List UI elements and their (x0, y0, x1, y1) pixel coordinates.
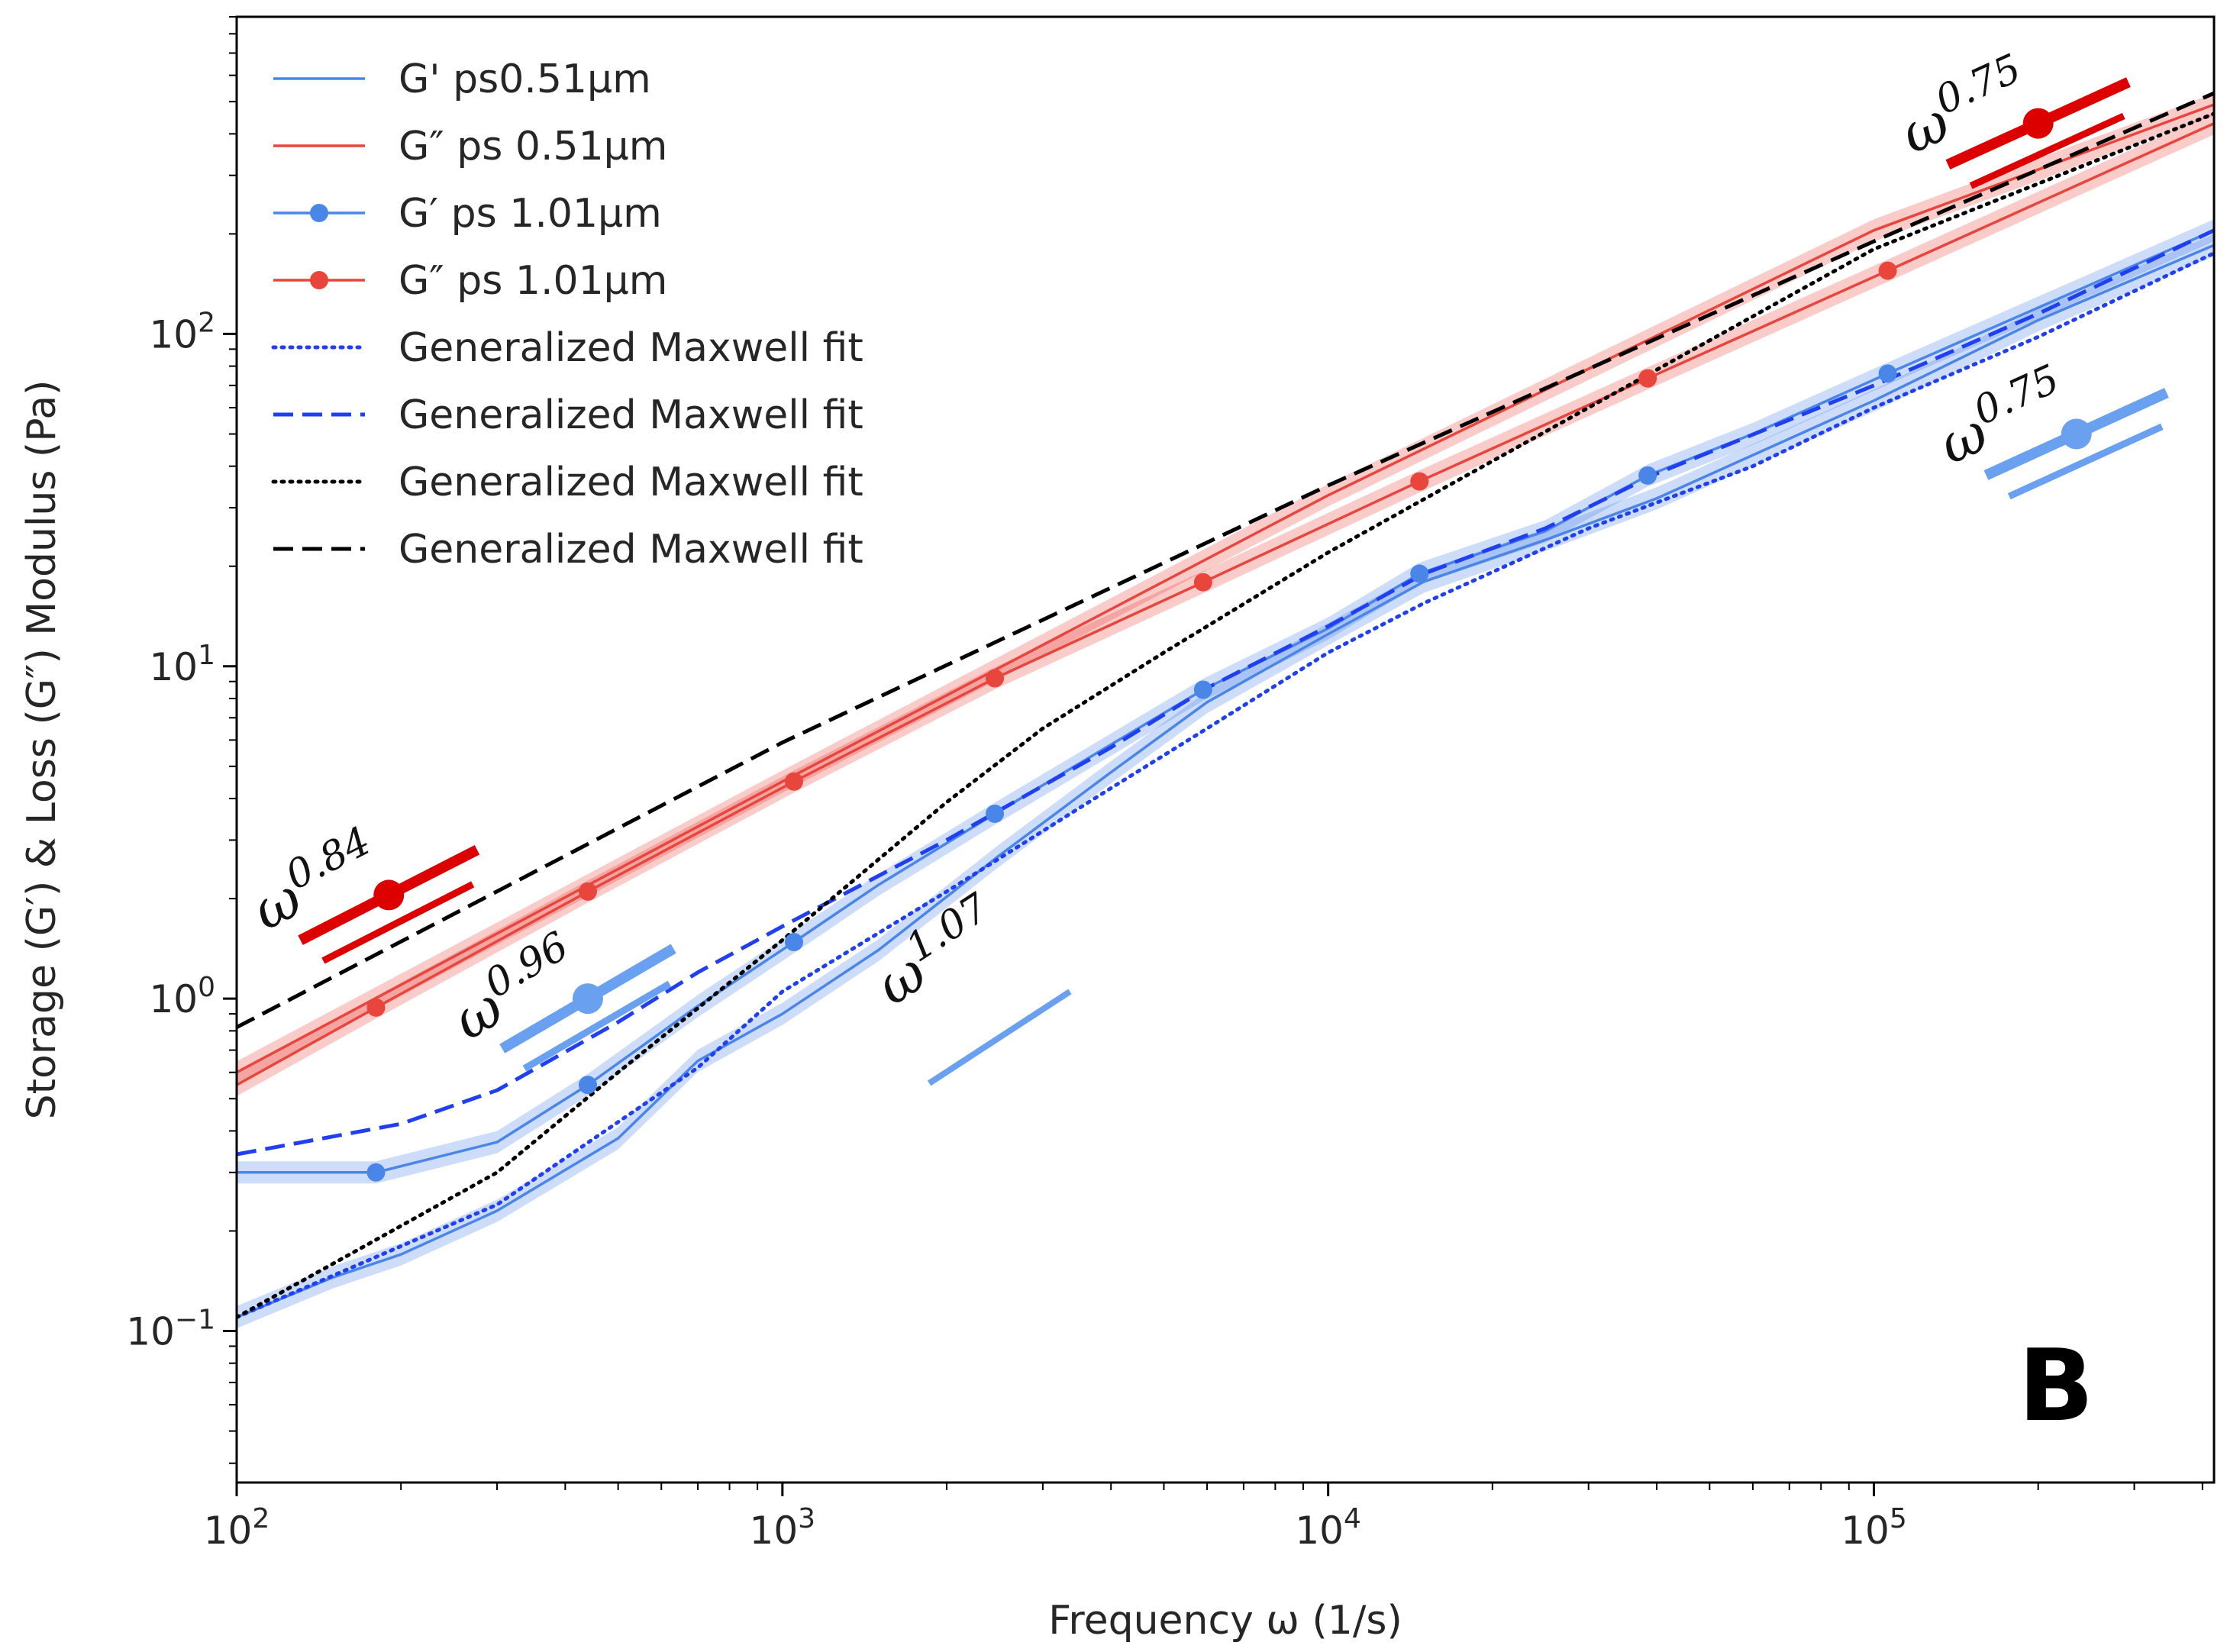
confidence-bands (237, 93, 2214, 1329)
slope-line-thin (927, 989, 1072, 1086)
series-markers (366, 261, 1897, 1182)
legend-label: Generalized Maxwell fit (399, 392, 863, 438)
plot-frame (235, 15, 2216, 1484)
x-tick-label: 105 (1841, 1503, 1907, 1553)
data-point (1878, 261, 1897, 280)
slope-line-thin (1969, 112, 2125, 189)
slope-line-thin (2007, 423, 2164, 500)
legend-label: G″ ps 1.01μm (399, 258, 667, 304)
confidence-band (237, 112, 2214, 1096)
data-point (1410, 564, 1429, 583)
legend-label: Generalized Maxwell fit (399, 527, 863, 573)
slope-line-thin (321, 881, 475, 964)
series-lines (237, 91, 2214, 1319)
data-point (366, 998, 386, 1017)
series-line (237, 111, 2214, 1319)
data-point (366, 1163, 386, 1182)
y-tick-label: 100 (149, 972, 215, 1021)
series-line (237, 251, 2214, 1319)
x-tick-label: 103 (750, 1503, 816, 1553)
x-axis-title: Frequency ω (1/s) (1048, 1598, 1402, 1644)
series-line (237, 103, 2214, 1074)
data-point (1410, 472, 1429, 491)
axis-ticks: 102 103 104 105 10−1 100 101 102 (126, 16, 2203, 1553)
legend-marker (310, 271, 328, 289)
series-line (237, 91, 2214, 1029)
data-point (578, 1076, 597, 1095)
slope-marker (2022, 108, 2054, 139)
series-line (237, 228, 2214, 1157)
series-line (237, 244, 2214, 1319)
legend-label: G′ ps 1.01μm (399, 191, 662, 237)
legend-marker (310, 204, 328, 222)
y-axis-title: Storage (G′) & Loss (G″) Modulus (Pa) (19, 380, 65, 1120)
y-tick-label: 101 (149, 640, 215, 689)
data-point (1193, 573, 1212, 592)
data-point (784, 772, 803, 791)
data-point (986, 669, 1005, 688)
y-tick-label: 10−1 (126, 1305, 215, 1354)
data-point (784, 933, 803, 952)
data-point (1638, 369, 1657, 388)
slope-marker (2061, 418, 2092, 450)
confidence-band (237, 219, 2214, 1184)
slope-marker (373, 879, 405, 911)
slope-marker (572, 983, 603, 1015)
data-point (1638, 466, 1657, 485)
legend-label: G″ ps 0.51μm (399, 124, 667, 169)
panel-label: B (2018, 1328, 2093, 1444)
legend: G' ps0.51μm G″ ps 0.51μm G′ ps 1.01μm G″ ps… (271, 56, 863, 573)
y-tick-label: 102 (149, 307, 215, 357)
legend-label: G' ps0.51μm (399, 56, 651, 102)
data-point (1193, 680, 1212, 699)
legend-label: Generalized Maxwell fit (399, 460, 863, 505)
x-tick-label: 104 (1295, 1503, 1361, 1553)
legend-label: Generalized Maxwell fit (399, 325, 863, 371)
data-point (578, 882, 597, 901)
slope-line-thin (522, 980, 672, 1072)
x-tick-label: 102 (204, 1503, 270, 1553)
data-point (1878, 364, 1897, 383)
data-point (986, 804, 1005, 823)
series-line (237, 122, 2214, 1086)
